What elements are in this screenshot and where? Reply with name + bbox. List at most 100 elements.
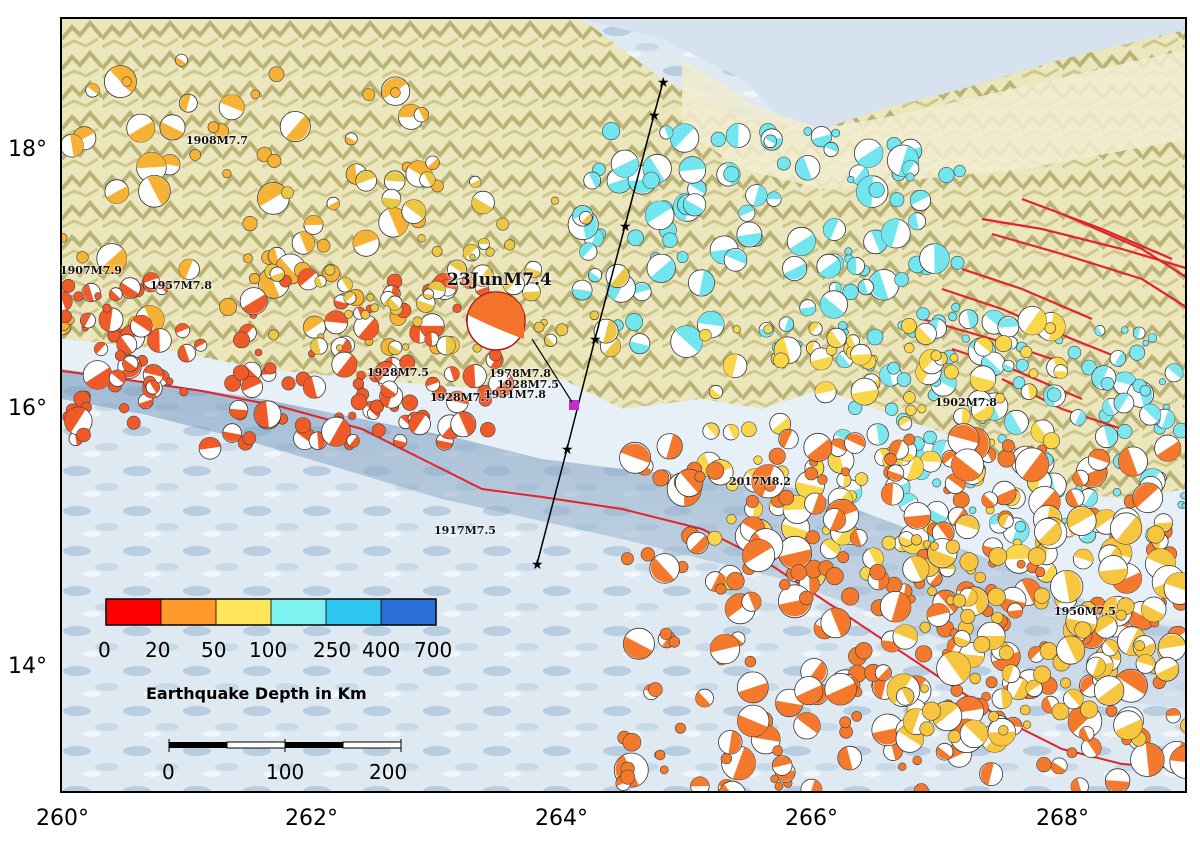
earthquake-mechanism	[239, 287, 268, 316]
earthquake-mechanism	[884, 402, 899, 416]
earthquake-mechanism	[970, 398, 994, 422]
earthquake-mechanism	[1169, 745, 1185, 779]
earthquake-mechanism	[961, 334, 970, 343]
earthquake-mechanism	[1093, 675, 1125, 706]
earthquake-mechanism	[880, 218, 911, 249]
earthquake-mechanism	[901, 317, 917, 334]
earthquake-mechanism	[1180, 718, 1185, 734]
earthquake-mechanism	[321, 416, 352, 447]
earthquake-mechanism	[698, 328, 712, 342]
earthquake-mechanism	[302, 375, 326, 399]
earthquake-mechanism	[772, 745, 784, 757]
map-canvas[interactable]: ★ ★ ★ ★ ★ ★	[62, 19, 1187, 793]
y-tick-14: 14°	[8, 654, 47, 679]
earthquake-mechanism	[1101, 639, 1119, 657]
earthquake-mechanism	[452, 303, 462, 313]
earthquake-mechanism	[76, 251, 89, 264]
earthquake-mechanism	[793, 712, 821, 740]
earthquake-mechanism	[62, 291, 73, 312]
earthquake-mechanism	[337, 276, 353, 293]
earthquake-mechanism	[799, 299, 817, 317]
earthquake-mechanism	[488, 371, 515, 398]
earthquake-mechanism	[777, 535, 813, 570]
earthquake-mechanism	[774, 781, 784, 791]
earthquake-mechanism	[969, 672, 981, 685]
earthquake-mechanism	[968, 506, 977, 515]
earthquake-mechanism	[744, 655, 757, 668]
earthquake-mechanism	[1016, 559, 1026, 569]
earthquake-mechanism	[1044, 322, 1057, 334]
earthquake-mechanism	[898, 531, 915, 547]
earthquake-mechanism	[842, 283, 859, 300]
earthquake-mechanism	[571, 279, 593, 301]
earthquake-mechanism	[589, 310, 599, 321]
earthquake-mechanism	[326, 196, 340, 211]
earthquake-mechanism	[826, 327, 847, 348]
earthquake-mechanism	[1001, 664, 1021, 684]
earthquake-mechanism	[857, 279, 874, 296]
earthquake-mechanism	[310, 337, 328, 355]
colorbar-segment	[161, 599, 217, 625]
earthquake-mechanism	[126, 113, 156, 143]
earthquake-mechanism	[686, 531, 709, 555]
earthquake-mechanism	[1020, 383, 1038, 401]
earthquake-mechanism	[947, 423, 980, 456]
earthquake-mechanism	[1113, 710, 1143, 740]
earthquake-mechanism	[1050, 757, 1068, 775]
historic-event-label: 1928M7.7	[430, 391, 492, 404]
earthquake-mechanism	[950, 255, 965, 270]
scale-tick-0: 0	[162, 760, 175, 784]
earthquake-mechanism	[1022, 720, 1032, 729]
fault-line	[1061, 212, 1185, 278]
earthquake-mechanism	[782, 255, 808, 282]
earthquake-mechanism	[732, 325, 741, 334]
map-frame[interactable]: ★ ★ ★ ★ ★ ★	[60, 17, 1187, 793]
earthquake-mechanism	[422, 288, 435, 300]
earthquake-mechanism	[726, 514, 737, 525]
earthquake-mechanism	[959, 719, 989, 749]
earthquake-mechanism	[742, 538, 776, 573]
earthquake-mechanism	[408, 412, 431, 436]
earthquake-mechanism	[436, 335, 456, 356]
earthquake-mechanism	[62, 309, 72, 324]
earthquake-mechanism	[779, 579, 791, 591]
earthquake-mechanism	[1129, 344, 1146, 361]
earthquake-mechanism	[155, 281, 169, 296]
earthquake-mechanism	[233, 331, 250, 349]
earthquake-mechanism	[702, 422, 720, 440]
earthquake-mechanism	[241, 376, 264, 398]
earthquake-mechanism	[621, 552, 634, 566]
earthquake-mechanism	[374, 361, 399, 386]
colorbar-title: Earthquake Depth in Km	[146, 684, 367, 703]
earthquake-mechanism	[763, 324, 774, 335]
earthquake-mechanism	[402, 343, 410, 351]
earthquake-mechanism	[425, 376, 441, 392]
earthquake-mechanism	[894, 272, 909, 287]
earthquake-mechanism	[130, 314, 153, 338]
earthquake-mechanism	[462, 243, 481, 262]
earthquake-mechanism	[94, 292, 102, 300]
earthquake-mechanism	[695, 688, 714, 708]
earthquake-mechanism	[816, 253, 842, 279]
earthquake-mechanism	[831, 128, 841, 138]
earthquake-mechanism	[794, 676, 824, 706]
earthquake-mechanism	[915, 645, 933, 663]
earthquake-mechanism	[1060, 677, 1072, 689]
earthquake-mechanism	[919, 450, 942, 473]
earthquake-mechanism	[649, 553, 680, 584]
earthquake-mechanism	[1100, 376, 1115, 391]
earthquake-mechanism	[998, 725, 1009, 736]
earthquake-mechanism	[1104, 768, 1131, 791]
earthquake-mechanism	[116, 334, 138, 355]
earthquake-mechanism	[958, 309, 979, 329]
gulf-water	[582, 19, 1185, 129]
earthquake-mechanism	[866, 328, 884, 346]
earthquake-mechanism	[910, 534, 923, 546]
earthquake-mechanism	[771, 755, 793, 776]
earthquake-mechanism	[988, 711, 999, 722]
earthquake-mechanism	[840, 467, 850, 477]
earthquake-mechanism	[350, 393, 368, 411]
earthquake-mechanism	[741, 421, 757, 438]
earthquake-mechanism	[718, 730, 743, 755]
earthquake-mechanism	[1033, 665, 1051, 684]
